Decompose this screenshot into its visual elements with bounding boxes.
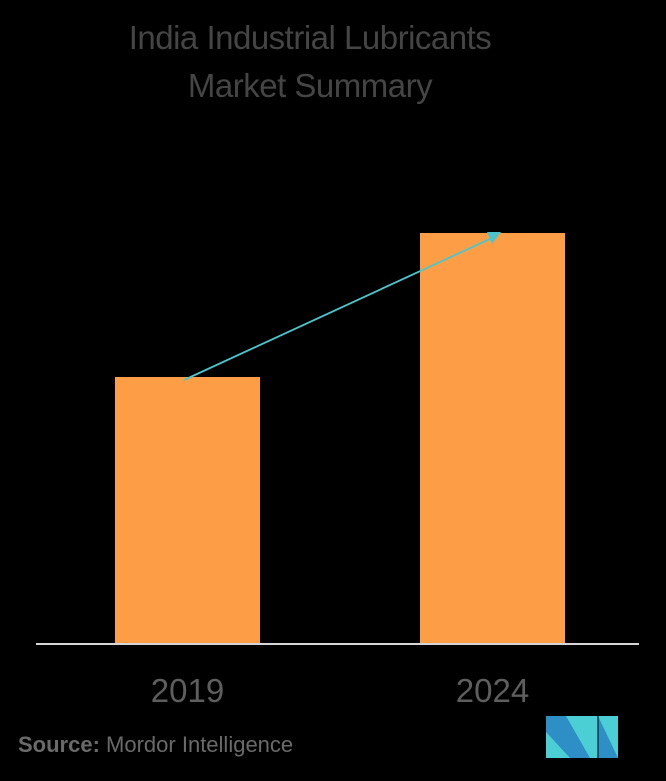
- chart-title-line-2: Market Summary: [187, 67, 433, 104]
- source-name: Mordor Intelligence: [106, 732, 294, 757]
- x-label-2024: 2024: [455, 672, 530, 709]
- source-note: Source: Mordor Intelligence: [18, 732, 293, 758]
- x-axis-line: [36, 643, 639, 645]
- chart-title: India Industrial Lubricants Market Summa…: [0, 14, 620, 110]
- mordor-logo-icon: [546, 716, 618, 758]
- source-label: Source:: [18, 732, 100, 757]
- x-label-2019: 2019: [150, 672, 225, 709]
- chart-title-line-1: India Industrial Lubricants: [128, 19, 492, 56]
- bar-2024: [420, 233, 565, 643]
- bar-2019: [115, 377, 260, 643]
